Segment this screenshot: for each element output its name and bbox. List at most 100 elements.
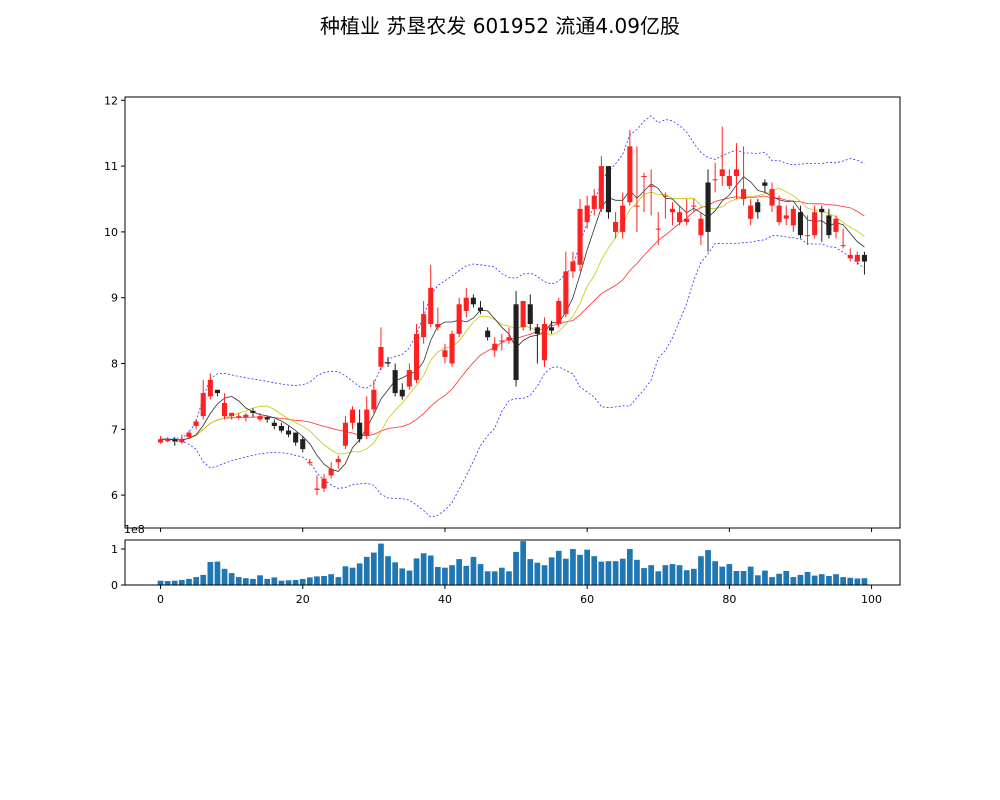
volume-bar — [833, 574, 839, 585]
candlestick — [776, 195, 782, 226]
volume-tick-label: 0 — [111, 579, 118, 592]
volume-bar — [513, 551, 519, 585]
price-tick-label: 11 — [104, 160, 118, 173]
volume-bar — [612, 561, 619, 585]
candle-body — [819, 208, 825, 213]
candle-body — [485, 330, 491, 338]
candle-body — [200, 393, 206, 417]
candle-body — [350, 409, 356, 423]
candle-body — [321, 478, 327, 489]
volume-bar — [683, 570, 690, 585]
candlestick — [158, 435, 164, 444]
candle-body — [833, 218, 839, 232]
candlestick — [613, 212, 619, 239]
candle-body — [165, 439, 171, 442]
volume-bar — [406, 570, 413, 585]
volume-bar — [484, 571, 491, 585]
candlestick — [677, 205, 683, 226]
x-tick-label: 60 — [580, 593, 594, 606]
volume-bar — [171, 580, 178, 585]
volume-bar — [278, 580, 285, 585]
volume-bar — [726, 564, 733, 585]
candlestick — [669, 202, 675, 226]
candlestick — [278, 422, 284, 433]
candle-body — [748, 205, 754, 219]
candle-body — [314, 488, 320, 490]
candlestick-panel: 6 7 8 9 10 11 12 — [104, 94, 901, 532]
candlestick — [563, 251, 569, 318]
candle-body — [691, 205, 697, 207]
candlestick — [790, 205, 796, 232]
candle-body — [733, 169, 739, 176]
candle-body — [705, 182, 711, 232]
candle-body — [534, 327, 540, 334]
candle-body — [684, 218, 690, 222]
candle-body — [840, 245, 846, 247]
volume-bar — [755, 575, 761, 585]
candle-body — [435, 324, 441, 328]
candle-body — [549, 327, 555, 331]
volume-bar — [385, 556, 391, 585]
candle-body — [442, 350, 448, 357]
candlestick — [456, 297, 462, 338]
volume-bar — [776, 573, 782, 585]
candlestick — [840, 228, 846, 249]
candle-body — [506, 337, 512, 341]
volume-bar — [506, 571, 512, 585]
candle-body — [250, 410, 256, 413]
candlestick — [769, 182, 775, 213]
volume-bar — [691, 568, 697, 585]
volume-bar — [634, 559, 640, 585]
volume-bar — [271, 577, 278, 585]
volume-bar — [577, 554, 583, 585]
candlestick — [733, 143, 739, 199]
volume-bar — [157, 580, 164, 585]
candle-body — [158, 439, 164, 443]
candle-body — [826, 215, 832, 236]
candle-body — [591, 195, 597, 209]
price-tick-label: 10 — [104, 226, 118, 239]
candle-body — [371, 389, 377, 410]
chart-title: 种植业 苏垦农发 601952 流通4.09亿股 — [320, 14, 680, 38]
candlestick — [513, 291, 519, 387]
candlestick — [662, 192, 668, 219]
candlestick — [229, 412, 235, 420]
volume-axis: 01 — [111, 543, 125, 592]
volume-bar — [335, 577, 342, 585]
candle-body — [300, 439, 306, 450]
candle-body — [392, 370, 398, 394]
ma-fast-line — [160, 176, 865, 472]
candlestick — [541, 317, 547, 367]
candlestick — [357, 409, 363, 443]
candle-body — [257, 416, 263, 420]
candle-body — [769, 189, 775, 206]
candlestick — [328, 462, 334, 479]
candle-body — [669, 208, 675, 213]
candlestick — [520, 300, 526, 331]
candle-body — [406, 370, 412, 387]
candle-body — [613, 222, 619, 232]
candlestick — [698, 212, 704, 246]
candle-body — [278, 426, 284, 431]
volume-bar — [193, 577, 199, 585]
candle-body — [470, 297, 476, 305]
volume-offset-label: 1e8 — [124, 523, 145, 536]
candle-body — [307, 462, 313, 464]
candlestick — [620, 192, 626, 239]
volume-bar — [570, 549, 576, 585]
candle-body — [797, 212, 803, 236]
candlestick — [470, 294, 476, 308]
candle-body — [812, 212, 818, 236]
candle-body — [335, 458, 341, 463]
candle-body — [620, 205, 626, 232]
candle-body — [399, 389, 405, 397]
candlestick — [812, 205, 818, 239]
candle-body — [598, 166, 604, 209]
volume-bar — [669, 564, 676, 585]
volume-bar — [563, 558, 569, 585]
volume-bar — [299, 578, 306, 585]
volume-bar — [200, 574, 207, 585]
volume-bar — [413, 558, 420, 585]
candlestick — [214, 389, 220, 397]
volume-bar — [840, 577, 846, 585]
